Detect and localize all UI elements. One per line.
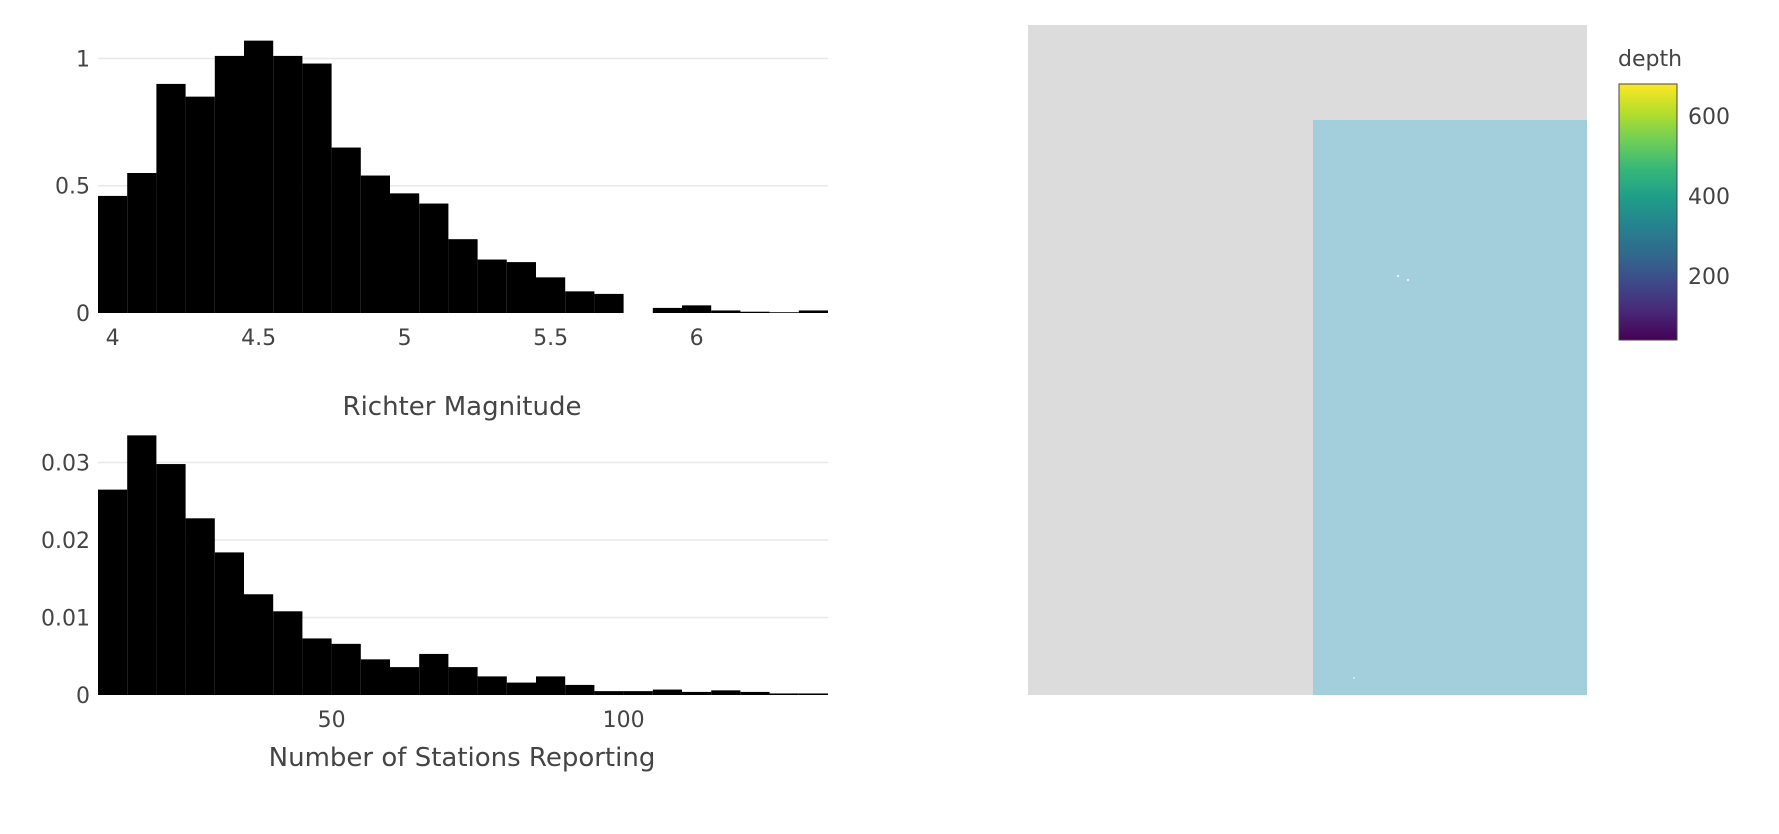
colorbar-tick-label: 200 xyxy=(1688,265,1730,290)
earthquake-map[interactable] xyxy=(1028,25,1587,695)
colorbar-gradient xyxy=(1618,83,1678,341)
histogram-bar xyxy=(740,691,770,695)
histogram-bar xyxy=(477,259,507,313)
histogram-bar xyxy=(769,312,799,313)
histogram-bar xyxy=(390,193,420,313)
histogram-bar xyxy=(623,691,653,695)
colorbar-title: depth xyxy=(1618,47,1682,72)
histogram-bar xyxy=(682,305,712,313)
magnitude-x-ticks: 4 4.5 5 5.5 6 xyxy=(106,326,704,351)
histogram-bar xyxy=(390,667,420,695)
y-tick-label: 0 xyxy=(76,302,90,327)
x-tick-label: 5 xyxy=(398,326,412,351)
histogram-bar xyxy=(477,676,507,695)
histogram-bar xyxy=(769,693,799,695)
histogram-bar xyxy=(419,203,449,313)
histogram-bar xyxy=(185,518,215,695)
histogram-bar xyxy=(448,667,478,695)
stations-bars xyxy=(98,435,828,695)
y-tick-label: 0.02 xyxy=(41,529,90,554)
histogram-bar xyxy=(652,307,682,313)
histogram-bar xyxy=(214,552,244,695)
histogram-bar xyxy=(127,435,157,695)
stations-histogram: 50 100 0 0.01 0.02 0.03 Number of Stations R… xyxy=(41,435,828,773)
histogram-bar xyxy=(711,310,741,313)
histogram-bar xyxy=(98,489,128,695)
y-tick-label: 0.5 xyxy=(55,175,90,200)
colorbar-tick-label: 600 xyxy=(1688,105,1730,130)
magnitude-x-axis-title: Richter Magnitude xyxy=(343,392,582,422)
histogram-bar xyxy=(360,659,390,695)
y-tick-label: 0 xyxy=(76,684,90,709)
histogram-bar xyxy=(302,63,332,313)
histogram-bar xyxy=(536,277,566,313)
histogram-bar xyxy=(331,147,361,313)
colorbar-tick-label: 400 xyxy=(1688,185,1730,210)
histogram-bar xyxy=(652,689,682,695)
histogram-bar xyxy=(98,195,128,313)
stations-x-ticks: 50 100 xyxy=(318,708,645,733)
y-tick-label: 0.01 xyxy=(41,607,90,632)
histogram-bar xyxy=(360,175,390,313)
histogram-bar xyxy=(798,310,828,313)
histogram-bar xyxy=(506,682,536,695)
y-tick-label: 1 xyxy=(76,47,90,72)
histogram-bar xyxy=(331,643,361,695)
magnitude-bars xyxy=(98,40,828,314)
histogram-bar xyxy=(506,262,536,313)
histogram-bar xyxy=(127,173,157,313)
histogram-bar xyxy=(711,690,741,695)
x-tick-label: 5.5 xyxy=(533,326,568,351)
y-tick-label: 0.03 xyxy=(41,452,90,477)
histogram-bar xyxy=(156,464,186,695)
x-tick-label: 4.5 xyxy=(241,326,276,351)
earthquake-marker xyxy=(1396,274,1400,278)
histogram-bar xyxy=(682,691,712,695)
magnitude-y-ticks: 00.51 xyxy=(55,47,90,327)
histogram-bar xyxy=(740,311,770,313)
histogram-bar xyxy=(798,693,828,695)
earthquake-marker xyxy=(1353,677,1355,679)
histogram-bar xyxy=(565,684,595,695)
histogram-bar xyxy=(156,83,186,313)
histogram-bar xyxy=(565,291,595,313)
map-ocean xyxy=(1313,120,1587,695)
histogram-bar xyxy=(214,55,244,314)
histogram-bar xyxy=(302,638,332,695)
magnitude-histogram: 4 4.5 5 5.5 6 00.51 Richter Magnitude xyxy=(55,40,828,422)
earthquake-marker xyxy=(1406,278,1410,282)
histogram-bar xyxy=(185,96,215,314)
x-tick-label: 100 xyxy=(603,708,645,733)
histogram-bar xyxy=(594,691,624,695)
depth-colorbar: depth 200 400 600 xyxy=(1618,47,1730,341)
histogram-bar xyxy=(273,55,303,314)
histogram-bar xyxy=(419,653,449,695)
x-tick-label: 50 xyxy=(318,708,346,733)
histogram-bar xyxy=(273,611,303,695)
x-tick-label: 6 xyxy=(690,326,704,351)
x-tick-label: 4 xyxy=(106,326,120,351)
histogram-bar xyxy=(448,239,478,313)
histogram-bar xyxy=(536,676,566,695)
colorbar-ticks: 200 400 600 xyxy=(1688,105,1730,290)
histogram-bar xyxy=(594,293,624,313)
stations-y-ticks: 0 0.01 0.02 0.03 xyxy=(41,452,90,710)
stations-x-axis-title: Number of Stations Reporting xyxy=(269,743,656,773)
histogram-bar xyxy=(244,40,274,314)
histogram-bar xyxy=(244,594,274,695)
